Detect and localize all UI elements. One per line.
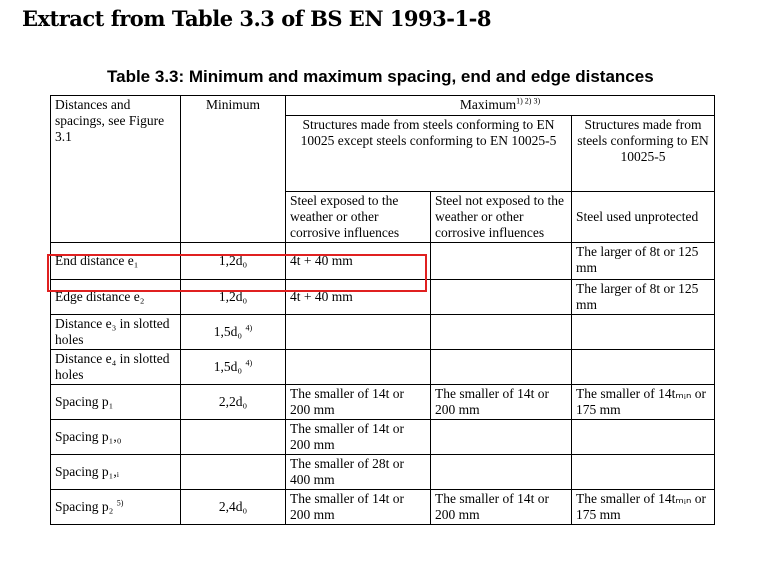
table-row: End distance e₁ 1,2d₀ 4t + 40 mm The lar… bbox=[50, 242, 715, 280]
table-row: Spacing p₂ 5) 2,4d₀ The smaller of 14t o… bbox=[50, 489, 715, 525]
row-minimum: 1,5d₀ 4) bbox=[180, 314, 286, 350]
row-label: Spacing p₂ 5) bbox=[50, 489, 181, 525]
row-unprotected bbox=[571, 314, 715, 350]
table-row: Edge distance e₂ 1,2d₀ 4t + 40 mm The la… bbox=[50, 279, 715, 315]
row-exposed bbox=[285, 349, 431, 385]
highlight-box bbox=[47, 254, 427, 292]
table-row: Distance e₄ in slotted holes 1,5d₀ 4) bbox=[50, 349, 715, 385]
header-group-except: Structures made from steels conforming t… bbox=[285, 115, 572, 192]
row-minimum: 1,5d₀ 4) bbox=[180, 349, 286, 385]
row-label: End distance e₁ bbox=[50, 242, 181, 280]
header-group-10025-5: Structures made from steels conforming t… bbox=[571, 115, 715, 192]
row-unprotected bbox=[571, 454, 715, 490]
table-row: Spacing p₁,ᵢ The smaller of 28t or 400 m… bbox=[50, 454, 715, 490]
table-row: Distance e₃ in slotted holes 1,5d₀ 4) bbox=[50, 314, 715, 350]
row-exposed bbox=[285, 314, 431, 350]
row-not-exposed bbox=[430, 279, 572, 315]
row-label-note: 5) bbox=[116, 498, 124, 508]
row-not-exposed bbox=[430, 454, 572, 490]
row-label: Distance e₃ in slotted holes bbox=[50, 314, 181, 350]
row-not-exposed: The smaller of 14t or 200 mm bbox=[430, 384, 572, 420]
row-unprotected bbox=[571, 349, 715, 385]
row-label: Spacing p₁ bbox=[50, 384, 181, 420]
row-minimum bbox=[180, 419, 286, 455]
table-row: Spacing p₁,₀ The smaller of 14t or 200 m… bbox=[50, 419, 715, 455]
row-exposed: The smaller of 28t or 400 mm bbox=[285, 454, 431, 490]
header-minimum: Minimum bbox=[180, 95, 286, 243]
row-exposed: The smaller of 14t or 200 mm bbox=[285, 384, 431, 420]
spacing-table: Distances and spacings, see Figure 3.1 M… bbox=[50, 95, 715, 525]
header-distances: Distances and spacings, see Figure 3.1 bbox=[50, 95, 181, 243]
row-not-exposed: The smaller of 14t or 200 mm bbox=[430, 489, 572, 525]
header-not-exposed: Steel not exposed to the weather or othe… bbox=[430, 191, 572, 243]
row-minimum: 2,2d₀ bbox=[180, 384, 286, 420]
row-unprotected: The larger of 8t or 125 mm bbox=[571, 242, 715, 280]
row-minimum bbox=[180, 454, 286, 490]
row-exposed: The smaller of 14t or 200 mm bbox=[285, 419, 431, 455]
row-not-exposed bbox=[430, 242, 572, 280]
row-exposed: 4t + 40 mm bbox=[285, 279, 431, 315]
row-label: Distance e₄ in slotted holes bbox=[50, 349, 181, 385]
row-unprotected: The larger of 8t or 125 mm bbox=[571, 279, 715, 315]
row-minimum-note: 4) bbox=[245, 358, 253, 368]
row-minimum: 2,4d₀ bbox=[180, 489, 286, 525]
header-maximum: Maximum1) 2) 3) bbox=[285, 95, 715, 116]
header-maximum-notes: 1) 2) 3) bbox=[516, 96, 541, 106]
row-not-exposed bbox=[430, 419, 572, 455]
row-unprotected bbox=[571, 419, 715, 455]
row-label: Spacing p₁,₀ bbox=[50, 419, 181, 455]
header-unprotected: Steel used unprotected bbox=[571, 191, 715, 243]
row-not-exposed bbox=[430, 349, 572, 385]
row-minimum-note: 4) bbox=[245, 323, 253, 333]
table-row: Spacing p₁ 2,2d₀ The smaller of 14t or 2… bbox=[50, 384, 715, 420]
header-exposed: Steel exposed to the weather or other co… bbox=[285, 191, 431, 243]
table-caption: Table 3.3: Minimum and maximum spacing, … bbox=[107, 67, 654, 86]
row-exposed: The smaller of 14t or 200 mm bbox=[285, 489, 431, 525]
page-heading: Extract from Table 3.3 of BS EN 1993-1-8 bbox=[22, 6, 491, 31]
row-minimum: 1,2d₀ bbox=[180, 242, 286, 280]
row-unprotected: The smaller of 14tₘᵢₙ or 175 mm bbox=[571, 384, 715, 420]
row-label: Spacing p₁,ᵢ bbox=[50, 454, 181, 490]
row-minimum: 1,2d₀ bbox=[180, 279, 286, 315]
row-not-exposed bbox=[430, 314, 572, 350]
row-unprotected: The smaller of 14tₘᵢₙ or 175 mm bbox=[571, 489, 715, 525]
